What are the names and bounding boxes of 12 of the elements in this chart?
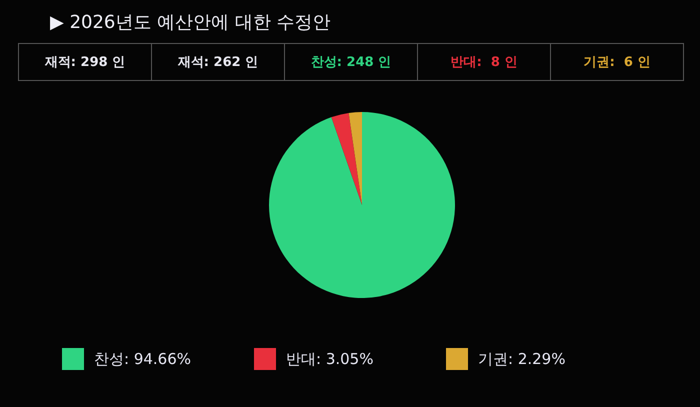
text: 재석: 262 인 bbox=[151, 44, 284, 80]
text: 찬성: 248 인 bbox=[284, 44, 417, 80]
text: 반대: 8 인 bbox=[417, 44, 550, 80]
text: 기권: 6 인 bbox=[550, 44, 683, 80]
legend-label: 기권: 2.29% bbox=[478, 350, 566, 368]
chart-title: ▶ 2026년도 예산안에 대한 수정안 bbox=[50, 11, 331, 34]
pie-slice bbox=[331, 112, 362, 205]
text: 재적: 298 인 bbox=[44, 54, 126, 72]
pie-slice bbox=[269, 112, 455, 298]
legend-label: 반대: 3.05% bbox=[286, 350, 374, 368]
pie-slice bbox=[348, 112, 362, 205]
legend-label: 찬성: 94.66% bbox=[94, 350, 192, 368]
